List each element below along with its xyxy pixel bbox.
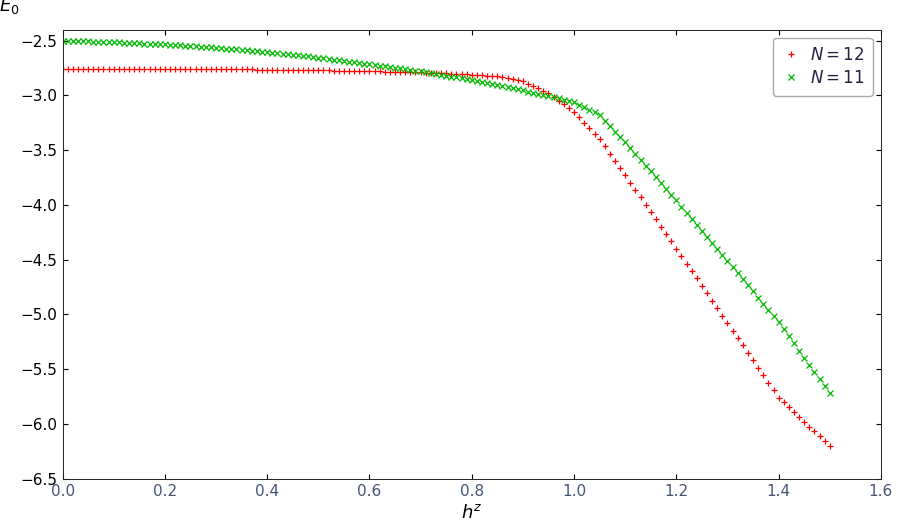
Legend: $N = 12$, $N = 11$: $N = 12$, $N = 11$ [773,38,873,96]
$N = 11$ [824,390,835,396]
Line: $N = 12$: $N = 12$ [59,66,832,449]
Line: $N = 11$: $N = 11$ [59,37,833,397]
$N = 12$ [328,67,339,74]
$N = 12$ [430,70,441,76]
$N = 11$ [594,112,605,118]
$N = 11$ [523,88,534,95]
$N = 12$ [543,90,553,96]
Y-axis label: $E_0$: $E_0$ [0,0,20,16]
$N = 11$ [809,369,820,375]
X-axis label: $h^z$: $h^z$ [461,504,482,522]
$N = 12$ [58,66,68,72]
$N = 11$ [328,57,339,63]
$N = 11$ [58,38,68,44]
$N = 12$ [809,428,820,434]
$N = 12$ [523,80,534,87]
$N = 12$ [824,443,835,449]
$N = 11$ [430,71,441,77]
$N = 11$ [543,93,553,99]
$N = 12$ [594,136,605,142]
